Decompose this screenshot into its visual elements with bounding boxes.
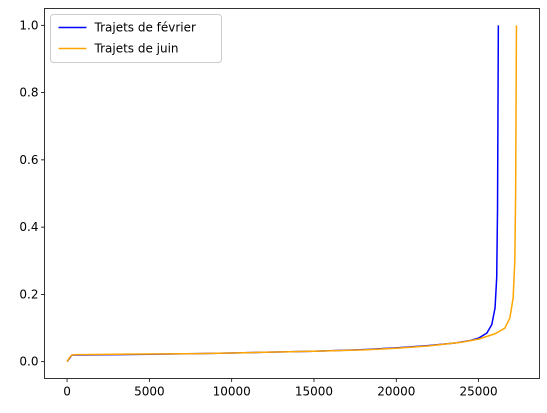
y-tick-label: 0.6 <box>19 153 38 167</box>
y-tick-label: 0.8 <box>19 86 38 100</box>
series-line-0 <box>66 25 500 363</box>
y-tick-label: 1.0 <box>19 18 38 32</box>
y-tick-label: 0.0 <box>19 355 38 369</box>
x-tick-label: 10000 <box>213 385 251 399</box>
series-line-1 <box>66 25 518 363</box>
x-tick-label: 20000 <box>377 385 415 399</box>
y-tick-label: 0.2 <box>19 287 38 301</box>
legend-box <box>50 14 222 63</box>
axis-ticks: 0 5000 10000 15000 20000 25000 0.0 0.2 0.4 0.6 0.8… <box>19 18 497 398</box>
x-tick-label: 15000 <box>295 385 333 399</box>
y-tick-label: 0.4 <box>19 220 38 234</box>
legend: Trajets de février Trajets de juin <box>50 14 222 63</box>
axes-frame <box>44 8 540 379</box>
plot-lines <box>66 25 518 363</box>
legend-label-0: Trajets de février <box>94 21 197 35</box>
x-tick-label: 5000 <box>134 385 165 399</box>
legend-label-1: Trajets de juin <box>94 42 179 56</box>
x-tick-label: 25000 <box>459 385 497 399</box>
x-tick-label: 0 <box>63 385 71 399</box>
